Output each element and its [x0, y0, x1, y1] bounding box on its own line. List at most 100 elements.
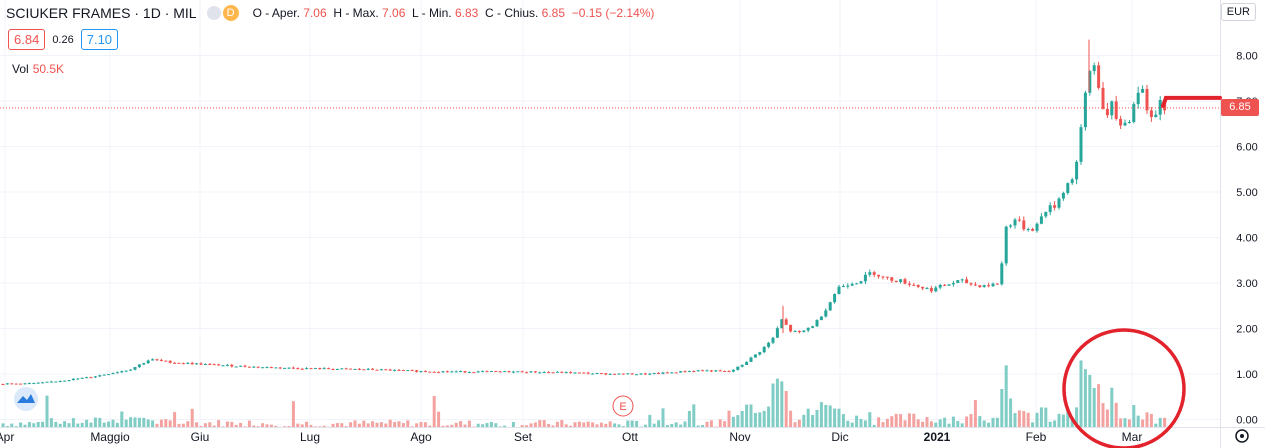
candle-body — [991, 283, 995, 287]
volume-bar — [951, 416, 955, 427]
symbol-title[interactable]: SCIUKER FRAMES · 1D · MIL — [6, 5, 197, 21]
buy-price-button[interactable]: 7.10 — [80, 29, 119, 50]
candle-body — [1092, 65, 1096, 72]
volume-bar — [784, 391, 788, 427]
volume-bar — [93, 417, 97, 427]
volume-legend: Vol 50.5K — [12, 62, 64, 76]
volume-bar — [555, 421, 559, 427]
candle-body — [366, 368, 370, 370]
y-tick-label: 3.00 — [1236, 278, 1257, 290]
candle-body — [613, 373, 617, 375]
volume-bar — [1154, 423, 1158, 427]
volume-bar — [1061, 414, 1065, 427]
volume-bar — [1057, 413, 1061, 427]
volume-bar — [71, 418, 75, 427]
volume-bar — [520, 425, 524, 427]
candle-body — [423, 371, 427, 373]
volume-bar — [423, 422, 427, 427]
y-tick-label: 5.00 — [1236, 187, 1257, 199]
candle-body — [1044, 211, 1048, 217]
currency-button[interactable]: EUR — [1220, 3, 1256, 21]
candle-body — [885, 276, 889, 278]
candle-body — [533, 371, 537, 373]
candle-body — [489, 371, 493, 373]
dividend-badge[interactable]: D — [222, 5, 239, 21]
volume-bar — [428, 425, 432, 427]
candle-body — [340, 368, 344, 370]
candle-body — [819, 316, 823, 321]
candle-body — [498, 371, 502, 373]
candle-body — [863, 274, 867, 282]
candle-body — [841, 286, 845, 288]
candle-body — [23, 383, 27, 385]
candle-body — [406, 370, 410, 372]
volume-bar — [379, 422, 383, 427]
volume-bar — [547, 423, 551, 427]
candle-body — [71, 378, 75, 381]
candle-body — [740, 364, 744, 367]
candle-body — [190, 362, 194, 365]
volume-bar — [661, 408, 665, 427]
candle-body — [274, 367, 278, 369]
candle-body — [916, 285, 920, 287]
volume-bar — [859, 418, 863, 427]
volume-bar — [995, 417, 999, 427]
volume-bar — [956, 421, 960, 427]
volume-bar — [573, 422, 577, 427]
volume-bar — [1145, 412, 1149, 427]
volume-bar — [322, 425, 326, 427]
volume-bar — [626, 420, 630, 427]
candle-body — [335, 368, 339, 370]
candle-body — [1149, 110, 1153, 117]
candle-body — [714, 370, 718, 372]
candle-body — [608, 373, 612, 375]
candle-body — [203, 364, 207, 366]
volume-bar — [142, 417, 146, 427]
candle-body — [529, 371, 533, 373]
candle-body — [872, 272, 876, 275]
volume-bar — [1048, 421, 1052, 427]
candle-body — [181, 363, 185, 365]
candle-body — [824, 310, 828, 317]
volume-bar — [665, 424, 669, 427]
candle-body — [573, 372, 577, 374]
x-tick-label: Lug — [300, 430, 320, 444]
candle-body — [630, 373, 634, 375]
volume-bar — [1092, 387, 1096, 427]
candle-body — [225, 364, 229, 366]
candle-body — [67, 380, 71, 382]
candle-body — [547, 372, 551, 374]
volume-bar — [5, 425, 9, 427]
x-tick-label: Nov — [729, 430, 750, 444]
volume-bar — [415, 423, 419, 427]
volume-bar — [929, 421, 933, 427]
candle-body — [890, 277, 894, 281]
candle-body — [696, 370, 700, 372]
volume-bar — [115, 422, 119, 427]
volume-bar — [45, 395, 49, 427]
volume-bar — [621, 426, 625, 427]
volume-bar — [450, 424, 454, 427]
candle-body — [925, 288, 929, 290]
volume-bar — [300, 424, 304, 427]
volume-bar — [709, 420, 713, 427]
volume-bar — [137, 417, 141, 427]
volume-bar — [441, 425, 445, 427]
y-tick-label: 6.00 — [1236, 142, 1257, 154]
candle-body — [731, 369, 735, 372]
volume-bar — [1132, 405, 1136, 427]
volume-bar — [841, 414, 845, 427]
volume-bar — [340, 423, 344, 427]
volume-bar — [525, 425, 529, 427]
volume-bar — [762, 410, 766, 427]
settings-dot-icon[interactable] — [206, 6, 221, 20]
sell-price-button[interactable]: 6.84 — [8, 29, 46, 50]
x-tick-label: Maggio — [90, 430, 130, 444]
volume-bar — [542, 420, 546, 427]
volume-bar — [129, 417, 133, 427]
volume-bar — [217, 420, 221, 427]
volume-bar — [687, 410, 691, 427]
candle-body — [291, 367, 295, 369]
volume-bar — [36, 421, 40, 427]
